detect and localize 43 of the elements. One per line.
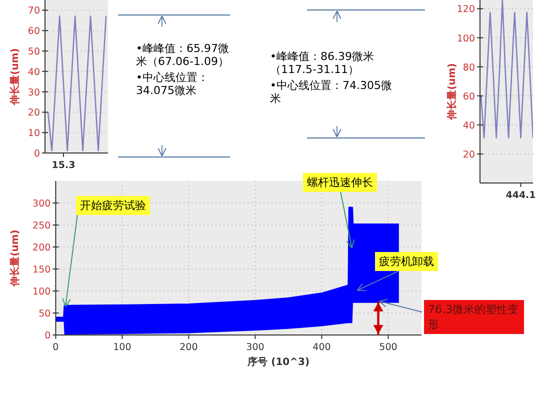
x-tick-label: 100 <box>113 342 132 353</box>
y-tick-label: 200 <box>32 242 51 254</box>
text: •峰峰值：65.97微米（67.06-1.09） <box>136 42 230 68</box>
y-tick-label: 150 <box>32 264 51 276</box>
y-axis-title: 伸长量(um) <box>9 48 21 106</box>
text: •中心线位置：74.305微米 <box>270 79 393 105</box>
y-tick-label: 100 <box>456 33 475 44</box>
x-tick-label: 400 <box>312 342 331 353</box>
x-tick-label: 200 <box>180 342 198 353</box>
x-tick-label: 300 <box>246 342 264 353</box>
y-tick-label: 50 <box>38 308 51 320</box>
y-tick-label: 80 <box>462 62 475 74</box>
y-tick-label: 40 <box>462 120 475 132</box>
y-tick-label: 30 <box>28 87 40 98</box>
y-tick-label: 20 <box>28 108 40 119</box>
line-series <box>480 0 533 138</box>
y-tick-label: 10 <box>28 128 40 140</box>
annotation: 76.3微米的塑性变形 <box>424 300 524 334</box>
annotation: 开始疲劳试验 <box>76 196 150 215</box>
x-tick-label: 444.1 <box>506 190 536 201</box>
y-tick-label: 60 <box>462 91 475 102</box>
y-tick-label: 0 <box>34 148 40 160</box>
y-tick-label: 0 <box>44 330 51 342</box>
text: •峰峰值：86.39微米（117.5-31.11） <box>270 50 375 76</box>
y-tick-label: 300 <box>32 198 51 210</box>
line-series <box>47 16 107 152</box>
annotation: 螺杆迅速伸长 <box>303 173 377 192</box>
y-tick-label: 20 <box>462 149 475 160</box>
y-tick-label: 120 <box>456 4 475 16</box>
y-tick-label: 60 <box>28 26 40 38</box>
x-axis-title: 序号 (10^3) <box>246 356 310 368</box>
y-axis-title: 伸长量(um) <box>9 230 21 288</box>
y-tick-label: 100 <box>32 286 51 298</box>
y-tick-label: 40 <box>28 66 40 78</box>
x-tick-label: 500 <box>379 342 398 353</box>
x-tick-label: 15.3 <box>52 160 76 171</box>
x-tick-label: 0 <box>52 342 59 353</box>
text: •中心线位置：34.075微米 <box>136 71 210 97</box>
y-tick-label: 250 <box>32 220 51 232</box>
y-tick-label: 50 <box>28 46 40 58</box>
y-tick-label: 70 <box>28 6 40 17</box>
annotation: 疲劳机卸载 <box>375 252 438 271</box>
y-axis-title: 伸长量(um) <box>446 63 458 121</box>
